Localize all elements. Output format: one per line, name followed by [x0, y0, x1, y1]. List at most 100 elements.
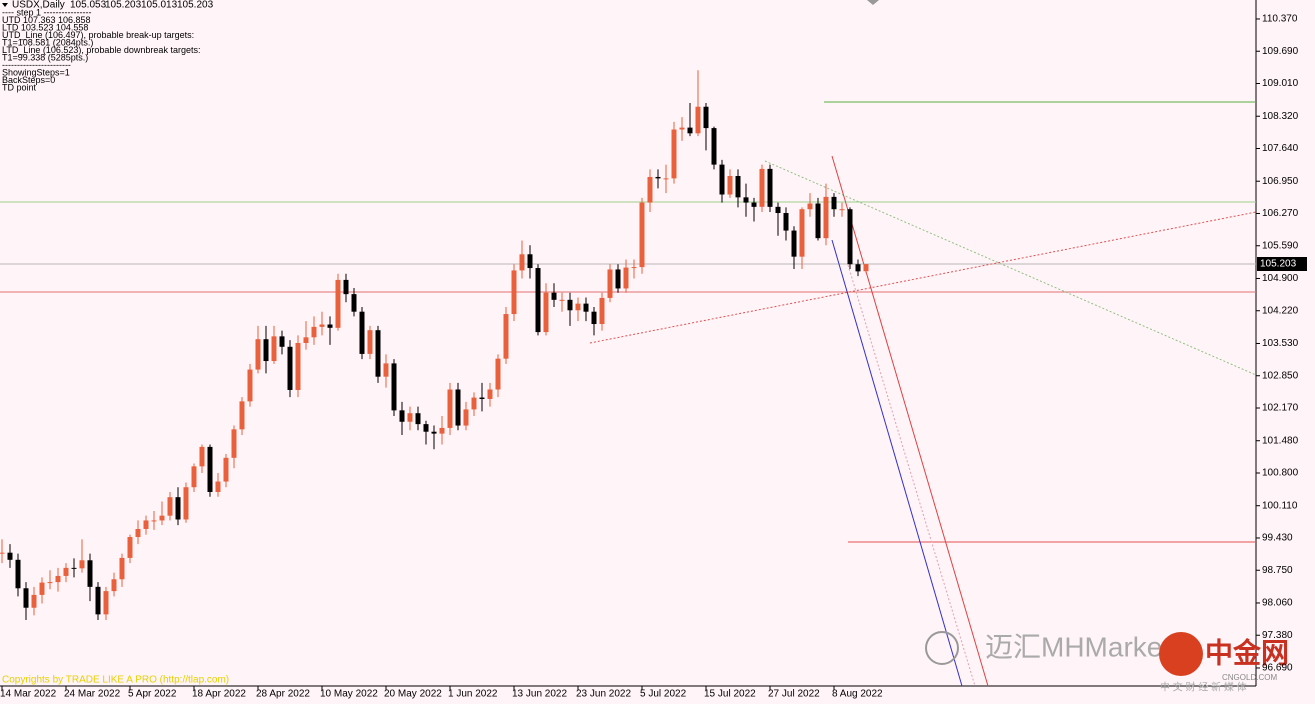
x-tick-label: 23 Jun 2022 — [576, 689, 631, 700]
candle-body — [487, 389, 493, 399]
candle-body — [519, 254, 525, 271]
candle-body — [695, 106, 701, 134]
candle-body — [167, 497, 173, 516]
candle-body — [263, 339, 269, 362]
x-tick-label: 14 Mar 2022 — [0, 689, 57, 700]
candle-body — [127, 537, 133, 558]
candle-body — [391, 363, 397, 411]
indicator-text: T1=108.581 (2084pts.) — [2, 37, 93, 47]
x-tick-label: 10 May 2022 — [320, 689, 378, 700]
candle-body — [151, 520, 157, 522]
y-tick-label: 106.950 — [1262, 176, 1299, 187]
candle-body — [23, 588, 29, 608]
indicator-text: ShowingSteps=1 — [2, 67, 70, 77]
candle-body — [783, 213, 789, 231]
candle-body — [0, 552, 5, 554]
candle-body — [791, 230, 797, 257]
candle-body — [599, 297, 605, 325]
candle-body — [79, 560, 85, 569]
candle-body — [463, 409, 469, 426]
candle-body — [327, 324, 333, 328]
y-tick-label: 109.690 — [1262, 46, 1299, 57]
candle-body — [551, 292, 557, 300]
y-tick-label: 103.530 — [1262, 338, 1299, 349]
indicator-text: BackSteps=0 — [2, 75, 55, 85]
candle-body — [351, 294, 357, 312]
candle-body — [111, 579, 117, 592]
candle-body — [447, 389, 453, 428]
y-tick-label: 102.850 — [1262, 370, 1299, 381]
header: USDX,Daily 105.053 105.203 105.013 105.2… — [2, 0, 214, 11]
candle-body — [455, 389, 461, 426]
candle-body — [679, 127, 685, 130]
candle-body — [639, 202, 645, 268]
y-tick-label: 105.590 — [1262, 240, 1299, 251]
candle-body — [535, 268, 541, 333]
candle-body — [279, 336, 285, 347]
indicator-text: LTD 103.523 104.558 — [2, 22, 88, 32]
candle-body — [439, 427, 445, 434]
candle-body — [255, 339, 261, 370]
price-tag-label: 105.203 — [1260, 259, 1297, 270]
candle-body — [663, 178, 669, 180]
logo-url: CNGOLD.COM — [1222, 673, 1277, 682]
candle-body — [671, 129, 677, 179]
x-tick-label: 18 Apr 2022 — [192, 689, 246, 700]
candle-body — [839, 209, 845, 211]
candle-body — [711, 128, 717, 165]
candle-body — [735, 176, 741, 198]
candle-body — [567, 299, 573, 311]
trend-line — [764, 160, 1257, 376]
candle-body — [543, 292, 549, 333]
candle-body — [407, 413, 413, 422]
candle-body — [31, 594, 37, 608]
candle-body — [471, 397, 477, 410]
candle-body — [495, 358, 501, 390]
candle-body — [135, 528, 141, 538]
y-tick-label: 106.270 — [1262, 208, 1299, 219]
trend-line — [831, 239, 963, 687]
candle-body — [415, 413, 421, 425]
candle-body — [527, 254, 533, 269]
trend-line — [831, 155, 989, 687]
price-tag — [1257, 257, 1307, 271]
candle-body — [375, 330, 381, 377]
candle-body — [807, 203, 813, 210]
candle-body — [847, 209, 853, 265]
candle-body — [767, 168, 773, 207]
candle-body — [383, 363, 389, 377]
candle-body — [303, 337, 309, 343]
candle-body — [863, 264, 869, 272]
ohlc-open: 105.053 — [70, 0, 107, 11]
y-tick-label: 100.110 — [1262, 500, 1298, 511]
candle-body — [655, 176, 661, 179]
shift-marker — [867, 0, 879, 5]
y-tick-label: 107.640 — [1262, 143, 1299, 154]
y-tick-label: 98.060 — [1262, 598, 1293, 609]
watermark-text: 迈汇MHMarkets — [985, 631, 1184, 662]
candle-body — [423, 424, 429, 432]
x-tick-label: 24 Mar 2022 — [64, 689, 121, 700]
wechat-icon — [925, 631, 959, 665]
candle-body — [703, 106, 709, 129]
candle-body — [87, 560, 93, 587]
y-tick-label: 97.380 — [1262, 630, 1293, 641]
x-tick-label: 20 May 2022 — [384, 689, 442, 700]
candle-body — [799, 209, 805, 257]
y-tick-label: 104.900 — [1262, 273, 1299, 284]
candle-body — [103, 591, 109, 615]
candle-body — [55, 575, 61, 583]
candle-body — [719, 164, 725, 195]
candle-body — [583, 303, 589, 312]
x-tick-label: 5 Jul 2022 — [640, 689, 687, 700]
candle-body — [743, 197, 749, 203]
candle-body — [367, 330, 373, 354]
candle-body — [215, 481, 221, 492]
y-tick-label: 99.430 — [1262, 533, 1293, 544]
x-tick-label: 27 Jul 2022 — [768, 689, 820, 700]
copyright: Copyrights by TRADE LIKE A PRO (http://t… — [2, 675, 229, 686]
candle-body — [239, 401, 245, 430]
x-tick-label: 8 Aug 2022 — [832, 689, 883, 700]
candle-body — [831, 196, 837, 210]
logo-name: 中金网 — [1205, 636, 1289, 668]
